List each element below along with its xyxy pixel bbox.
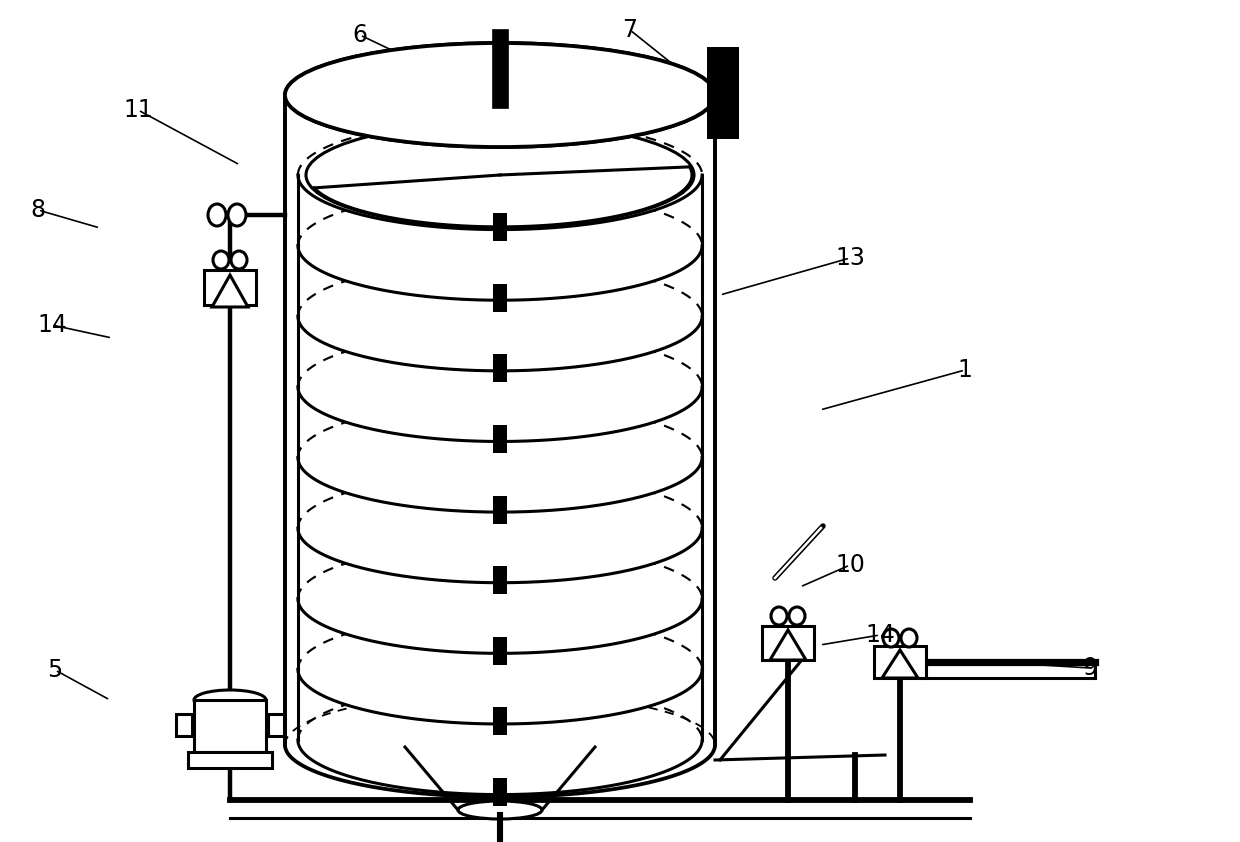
Polygon shape — [298, 317, 702, 370]
Text: 8: 8 — [31, 198, 46, 222]
Ellipse shape — [306, 123, 694, 227]
Bar — [494, 566, 507, 594]
Bar — [205, 270, 255, 305]
Ellipse shape — [901, 629, 918, 647]
Text: 6: 6 — [352, 23, 367, 47]
Bar — [874, 646, 926, 678]
Polygon shape — [298, 669, 702, 724]
Polygon shape — [770, 630, 806, 660]
Ellipse shape — [285, 43, 715, 147]
Ellipse shape — [789, 607, 805, 625]
Bar — [494, 707, 507, 735]
Polygon shape — [298, 175, 702, 230]
Bar — [494, 637, 507, 665]
Bar — [494, 213, 507, 241]
Bar — [188, 752, 272, 768]
Polygon shape — [298, 386, 702, 441]
Bar — [494, 778, 507, 806]
Polygon shape — [298, 246, 702, 301]
Ellipse shape — [771, 607, 787, 625]
Bar — [176, 714, 192, 736]
Text: 5: 5 — [47, 658, 63, 682]
Ellipse shape — [458, 801, 542, 819]
Text: 13: 13 — [835, 246, 866, 270]
Text: 1: 1 — [957, 358, 972, 382]
Text: 11: 11 — [123, 98, 153, 122]
Text: 10: 10 — [835, 553, 866, 577]
Bar — [494, 495, 507, 524]
Bar — [707, 47, 739, 139]
Bar — [494, 284, 507, 312]
Ellipse shape — [193, 690, 267, 710]
Ellipse shape — [213, 251, 229, 269]
Polygon shape — [882, 650, 918, 678]
Bar — [494, 354, 507, 382]
Polygon shape — [298, 528, 702, 583]
Polygon shape — [298, 457, 702, 512]
Polygon shape — [298, 740, 702, 795]
Text: 14: 14 — [37, 313, 67, 337]
Polygon shape — [298, 599, 702, 653]
Polygon shape — [314, 167, 692, 226]
Ellipse shape — [883, 629, 899, 647]
Bar — [494, 425, 507, 453]
Bar — [193, 700, 267, 752]
Ellipse shape — [285, 43, 715, 147]
Text: 14: 14 — [866, 623, 895, 647]
Text: 9: 9 — [1083, 656, 1097, 680]
Ellipse shape — [231, 251, 247, 269]
Ellipse shape — [228, 204, 246, 226]
Bar — [763, 626, 813, 660]
Ellipse shape — [208, 204, 226, 226]
Text: 7: 7 — [622, 18, 637, 42]
Bar — [268, 714, 284, 736]
Polygon shape — [212, 275, 248, 307]
